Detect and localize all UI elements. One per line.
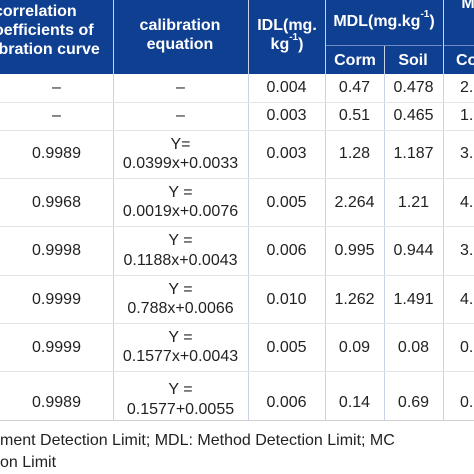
table-cell-corm: 0.14: [338, 394, 371, 411]
table-cell-equation-line2: 0.0019x+0.0076: [122, 203, 239, 220]
col-line-3: [325, 0, 326, 420]
table-cell-extra: 3.: [460, 242, 474, 259]
table-cell-soil: 0.478: [393, 79, 434, 96]
table-cell-idl: 0.003: [266, 107, 307, 124]
table-cell-extra: 3.: [460, 145, 474, 162]
table-cell-idl: 0.005: [266, 194, 307, 211]
table-cell-corm: 0.47: [338, 79, 371, 96]
row-line-4: [0, 226, 474, 227]
row-line-5: [0, 275, 474, 276]
table-cell-correlation: 0.9989: [32, 394, 81, 411]
col-line-2: [248, 0, 249, 420]
table-cell-equation: –: [176, 79, 185, 96]
table-cell-corm: 1.262: [334, 291, 375, 308]
table-cell-correlation: 0.9989: [32, 145, 81, 162]
table-cell-idl: 0.005: [266, 339, 307, 356]
col-line-1: [113, 0, 114, 420]
row-line-2: [0, 130, 474, 131]
table-cell-idl: 0.003: [266, 145, 307, 162]
table-cell-idl: 0.004: [266, 79, 307, 96]
header-mdl-soil: Soil: [398, 52, 428, 69]
row-line-7: [0, 371, 474, 372]
row-line-8: [0, 420, 474, 421]
table-cell-soil: 0.465: [393, 107, 434, 124]
table-cell-equation-line1: Y=: [170, 136, 191, 153]
table-cell-correlation: 0.9999: [32, 291, 81, 308]
table-cell-idl: 0.006: [266, 394, 307, 411]
table-cell-corm: 0.995: [334, 242, 375, 259]
row-line-3: [0, 178, 474, 179]
table-cell-equation: –: [176, 107, 185, 124]
cut-divider: [443, 45, 474, 46]
table-cell-soil: 0.944: [393, 242, 434, 259]
header-mdl-corm: Corm: [334, 52, 376, 69]
table-cell-soil: 1.21: [397, 194, 430, 211]
col-line-4: [384, 46, 385, 420]
header-calibration-equation: calibration equation: [139, 17, 221, 53]
table-cell-equation-line2: 0.788x+0.0066: [127, 300, 234, 317]
table-cell-extra: 4.: [460, 194, 474, 211]
table-cell-correlation: –: [52, 107, 61, 124]
header-mdl: MDL(mg.kg-1): [333, 8, 435, 30]
header-idl: IDL(mg. kg-1): [257, 17, 317, 53]
table-cell-equation-line2: 0.1188x+0.0043: [123, 252, 238, 269]
table-cell-corm: 0.09: [338, 339, 371, 356]
table-cell-extra: 4.: [460, 291, 474, 308]
table-cell-extra: 1.: [460, 107, 474, 124]
footnote-line1: ment Detection Limit; MDL: Method Detect…: [0, 432, 395, 449]
table-cell-soil: 1.491: [393, 291, 434, 308]
table-cell-equation-line2: 0.1577x+0.0043: [122, 348, 239, 365]
row-line-6: [0, 323, 474, 324]
table-cell-corm: 2.264: [334, 194, 375, 211]
table-cell-corm: 1.28: [338, 145, 371, 162]
table-cell-equation-line1: Y =: [168, 184, 193, 201]
footnote-line2: on Limit: [0, 454, 57, 471]
table-cell-soil: 0.69: [397, 394, 430, 411]
table-cell-equation-line2: 0.1577+0.0055: [126, 401, 235, 418]
table-cell-equation-line1: Y =: [168, 281, 193, 298]
table-cell-idl: 0.010: [266, 291, 307, 308]
table-cell-idl: 0.006: [266, 242, 307, 259]
table-cell-extra: 0.: [460, 394, 474, 411]
row-line-1: [0, 102, 474, 103]
table-cell-equation-line1: Y =: [168, 381, 193, 398]
table-header: correlation oefficients of ibration curv…: [0, 0, 474, 74]
table-cell-equation-line1: Y =: [168, 329, 193, 346]
table-cell-equation-line2: 0.0399x+0.0033: [122, 155, 239, 172]
col-line-5: [443, 0, 444, 420]
table-cell-soil: 0.08: [397, 339, 430, 356]
table-cell-equation-line1: Y =: [168, 232, 193, 249]
table-cell-correlation: 0.9998: [32, 242, 81, 259]
header-cut-top: M: [461, 0, 474, 12]
table-cell-extra: 0.: [460, 339, 474, 356]
table-cell-correlation: 0.9968: [32, 194, 81, 211]
table-cell-correlation: 0.9999: [32, 339, 81, 356]
header-cut-sub: Co: [456, 52, 474, 69]
table-cell-soil: 1.187: [393, 145, 434, 162]
table-cell-extra: 2.: [460, 79, 474, 96]
table-cell-corm: 0.51: [338, 107, 371, 124]
mdl-divider: [326, 45, 442, 46]
header-correlation: correlation oefficients of ibration curv…: [0, 3, 100, 58]
table-cell-correlation: –: [52, 79, 61, 96]
